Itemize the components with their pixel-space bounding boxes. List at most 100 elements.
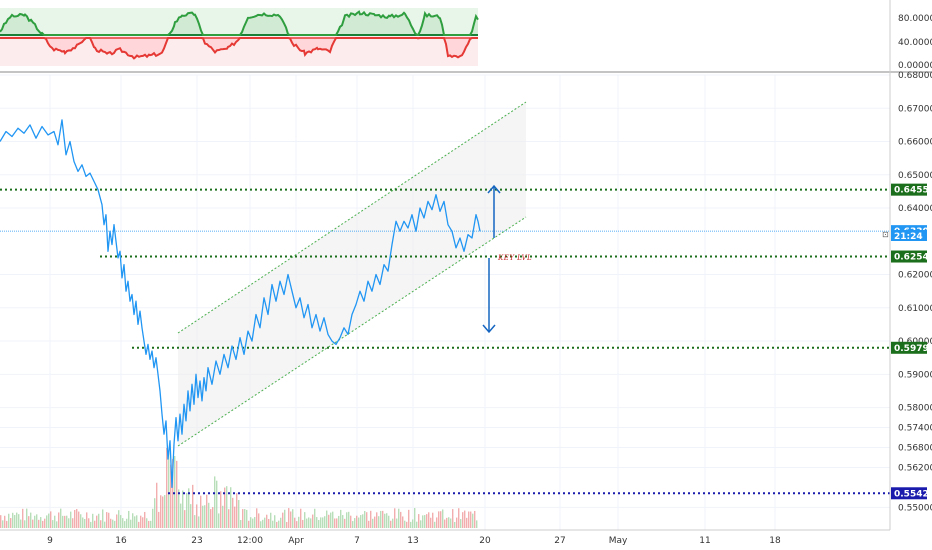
volume-bar xyxy=(288,508,290,528)
volume-bar xyxy=(362,514,364,528)
volume-bar xyxy=(400,511,402,528)
time-axis-labels[interactable]: 9 16 23 12:00 Apr 7 13 20 27 May 11 18 xyxy=(47,536,781,546)
target-up-arrow[interactable] xyxy=(487,184,501,238)
volume-bar xyxy=(54,515,56,528)
volume-bar xyxy=(194,515,196,528)
volume-bar xyxy=(222,505,224,528)
volume-bar xyxy=(414,508,416,528)
volume-bar xyxy=(474,510,476,528)
oscillator-pane[interactable]: 80.00000 40.00000 0.00000 xyxy=(0,8,932,71)
volume-bars xyxy=(0,448,478,528)
volume-bar xyxy=(146,518,148,528)
oscillator-fill-areas xyxy=(0,11,478,59)
volume-bar xyxy=(164,495,166,528)
parallel-channel-fill[interactable] xyxy=(178,102,526,446)
volume-bar xyxy=(232,497,234,528)
volume-bar xyxy=(96,515,98,528)
volume-bar xyxy=(328,514,330,528)
osc-red-fill xyxy=(0,38,478,59)
volume-bar xyxy=(330,512,332,528)
volume-bar xyxy=(176,460,178,528)
volume-bar xyxy=(26,508,28,528)
volume-bar xyxy=(440,511,442,528)
horizontal-levels[interactable] xyxy=(0,188,890,495)
volume-bar xyxy=(8,513,10,528)
volume-bar xyxy=(448,517,450,528)
volume-bar xyxy=(56,521,58,528)
volume-bar xyxy=(466,517,468,528)
volume-bar xyxy=(418,514,420,528)
channel-lower-line[interactable] xyxy=(177,216,527,447)
volume-bar xyxy=(118,510,120,528)
volume-bar xyxy=(412,519,414,528)
volume-bar xyxy=(294,517,296,528)
volume-bar xyxy=(356,515,358,528)
channel-upper-line[interactable] xyxy=(177,101,527,334)
volume-bar xyxy=(468,511,470,528)
volume-bar xyxy=(20,519,22,528)
time-tick-label: 27 xyxy=(554,536,565,546)
key-level-annotation[interactable]: KEY LVL xyxy=(497,254,532,262)
volume-bar xyxy=(452,509,454,528)
time-tick-label: 23 xyxy=(191,536,202,546)
volume-bar xyxy=(388,515,390,528)
time-tick-label: Apr xyxy=(288,536,304,546)
volume-bar xyxy=(264,517,266,528)
countdown-tag xyxy=(891,230,927,241)
volume-bar xyxy=(258,513,260,528)
price-tick-label: 0.62000 xyxy=(898,271,932,281)
volume-bar xyxy=(0,515,2,528)
volume-bar xyxy=(316,517,318,528)
volume-bar xyxy=(178,489,180,528)
volume-bar xyxy=(246,509,248,528)
volume-bar xyxy=(326,510,328,528)
price-series xyxy=(0,119,481,489)
volume-bar xyxy=(450,518,452,528)
volume-bar xyxy=(126,518,128,528)
volume-bar xyxy=(66,515,68,528)
volume-bar xyxy=(314,508,316,528)
volume-bar xyxy=(284,509,286,528)
volume-bar xyxy=(198,516,200,528)
osc-tick-40: 40.00000 xyxy=(898,38,932,48)
volume-bar xyxy=(234,506,236,528)
volume-bar xyxy=(16,512,18,528)
time-tick-label: 7 xyxy=(354,536,360,546)
volume-bar xyxy=(408,509,410,528)
volume-bar xyxy=(206,494,208,528)
volume-bar xyxy=(380,510,382,528)
price-tick-label: 0.56800 xyxy=(898,443,932,453)
volume-bar xyxy=(86,512,88,528)
volume-bar xyxy=(64,515,66,528)
volume-bar xyxy=(110,518,112,528)
volume-bar xyxy=(144,511,146,528)
volume-bar xyxy=(30,512,32,528)
osc-tick-80: 80.00000 xyxy=(898,14,932,24)
horizontal-gridlines xyxy=(0,74,890,508)
volume-bar xyxy=(280,517,282,528)
volume-bar xyxy=(134,516,136,528)
volume-bar xyxy=(254,517,256,528)
volume-bar xyxy=(242,509,244,528)
volume-bar xyxy=(410,521,412,528)
volume-bar xyxy=(252,518,254,528)
volume-bar xyxy=(22,508,24,528)
osc-line-below xyxy=(0,37,478,60)
volume-bar xyxy=(36,514,38,528)
price-tick-label: 0.56200 xyxy=(898,463,932,473)
price-tag-bg xyxy=(891,341,927,354)
volume-bar xyxy=(340,509,342,528)
volume-bar xyxy=(354,518,356,528)
price-tick-label: 0.59000 xyxy=(898,370,932,380)
target-down-arrow[interactable] xyxy=(482,258,496,334)
volume-bar xyxy=(268,518,270,528)
scale-mode-icon[interactable]: ⊡ xyxy=(882,230,889,239)
volume-bar xyxy=(124,521,126,528)
volume-bar xyxy=(298,516,300,528)
time-tick-label: May xyxy=(609,536,628,546)
volume-bar xyxy=(338,515,340,528)
price-axis-labels[interactable]: 0.68000 0.67000 0.66000 0.65000 0.64000 0.620… xyxy=(898,71,932,513)
